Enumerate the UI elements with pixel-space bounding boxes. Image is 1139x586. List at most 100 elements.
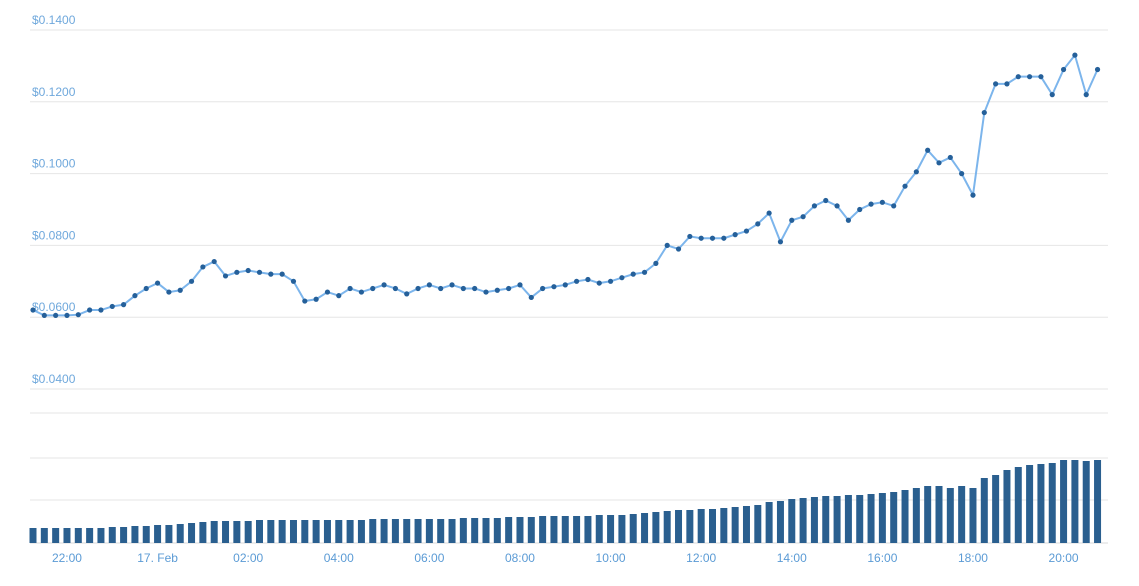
- price-marker: [540, 285, 546, 292]
- x-tick-label: 06:00: [414, 551, 444, 565]
- x-tick-label: 10:00: [596, 551, 626, 565]
- volume-bar: [425, 519, 433, 543]
- price-marker: [268, 271, 274, 277]
- price-marker: [607, 278, 614, 284]
- volume-bar: [380, 519, 388, 543]
- price-marker: [460, 285, 466, 292]
- volume-bar: [210, 521, 218, 543]
- y-tick-label: $0.1000: [32, 157, 76, 171]
- volume-bar: [924, 486, 932, 543]
- x-tick-label: 14:00: [777, 551, 807, 565]
- volume-bar: [550, 516, 558, 543]
- volume-bar: [108, 527, 116, 543]
- price-marker: [891, 203, 897, 209]
- price-marker: [347, 285, 353, 292]
- price-marker: [166, 289, 172, 295]
- price-marker: [732, 232, 738, 238]
- volume-bar: [74, 528, 82, 543]
- volume-bar: [946, 488, 954, 543]
- volume-bar: [1003, 470, 1011, 543]
- volume-bar: [369, 519, 377, 543]
- volume-bar: [256, 520, 263, 543]
- price-marker: [494, 287, 500, 293]
- price-marker: [1015, 74, 1021, 80]
- volume-bar: [142, 526, 150, 543]
- price-marker: [245, 267, 251, 274]
- volume-bar: [289, 520, 297, 543]
- price-marker: [664, 242, 670, 248]
- volume-bar: [131, 526, 139, 543]
- volume-bar: [856, 495, 864, 543]
- volume-bar: [822, 496, 830, 543]
- volume-bar: [844, 495, 852, 543]
- volume-bar: [1071, 460, 1079, 543]
- price-marker: [845, 217, 852, 223]
- volume-bar: [833, 496, 841, 543]
- volume-bar: [607, 515, 615, 543]
- x-tick-label: 16:00: [867, 551, 897, 565]
- volume-bar: [482, 518, 490, 543]
- y-tick-label: $0.0800: [32, 228, 76, 242]
- volume-bar: [686, 510, 694, 543]
- x-tick-label: 18:00: [958, 551, 988, 565]
- volume-bar: [641, 513, 649, 543]
- price-marker: [562, 282, 568, 288]
- price-marker: [721, 235, 727, 241]
- price-marker: [981, 109, 987, 116]
- price-marker: [800, 214, 806, 220]
- x-tick-label: 02:00: [233, 551, 263, 565]
- volume-bar: [1060, 460, 1068, 543]
- volume-bar: [697, 509, 705, 543]
- volume-bar: [561, 516, 569, 543]
- volume-bar: [652, 512, 660, 543]
- volume-bar: [935, 486, 943, 543]
- volume-bar: [709, 509, 716, 543]
- volume-bar: [414, 519, 422, 543]
- volume-bar: [742, 506, 750, 543]
- volume-bar: [516, 517, 524, 543]
- volume-bar: [1014, 467, 1022, 543]
- volume-bar: [731, 507, 739, 543]
- price-marker: [109, 303, 115, 310]
- price-marker: [98, 307, 104, 313]
- volume-bar: [595, 515, 603, 543]
- volume-bar: [867, 494, 875, 543]
- price-marker: [925, 147, 931, 153]
- price-marker: [936, 160, 942, 166]
- price-marker: [188, 278, 195, 284]
- y-tick-label: $0.0600: [32, 300, 76, 314]
- volume-bar: [776, 501, 784, 543]
- price-marker: [1072, 52, 1078, 58]
- price-marker: [993, 81, 999, 87]
- price-marker: [392, 285, 398, 292]
- price-marker: [87, 307, 93, 313]
- price-marker: [641, 269, 648, 275]
- price-marker: [121, 302, 127, 308]
- price-marker: [585, 276, 591, 283]
- price-marker: [426, 282, 432, 288]
- price-marker: [222, 273, 229, 279]
- volume-bar: [539, 516, 547, 543]
- price-marker: [551, 284, 557, 290]
- volume-bar: [267, 520, 275, 543]
- volume-bar: [29, 528, 37, 543]
- price-marker: [653, 260, 659, 266]
- price-marker: [630, 271, 636, 277]
- volume-bar: [573, 516, 581, 543]
- volume-bar: [890, 492, 898, 543]
- price-marker: [709, 235, 716, 241]
- price-marker: [574, 278, 580, 284]
- volume-bar: [120, 527, 128, 543]
- volume-bar: [584, 516, 592, 543]
- price-marker: [596, 280, 602, 286]
- price-marker: [30, 307, 36, 313]
- price-marker: [619, 275, 625, 281]
- price-marker: [381, 282, 387, 288]
- volume-bar: [233, 521, 241, 543]
- volume-bar: [810, 497, 818, 543]
- price-marker: [834, 203, 840, 209]
- volume-bar: [901, 490, 909, 543]
- volume-bar: [1037, 464, 1045, 543]
- price-marker: [755, 221, 761, 227]
